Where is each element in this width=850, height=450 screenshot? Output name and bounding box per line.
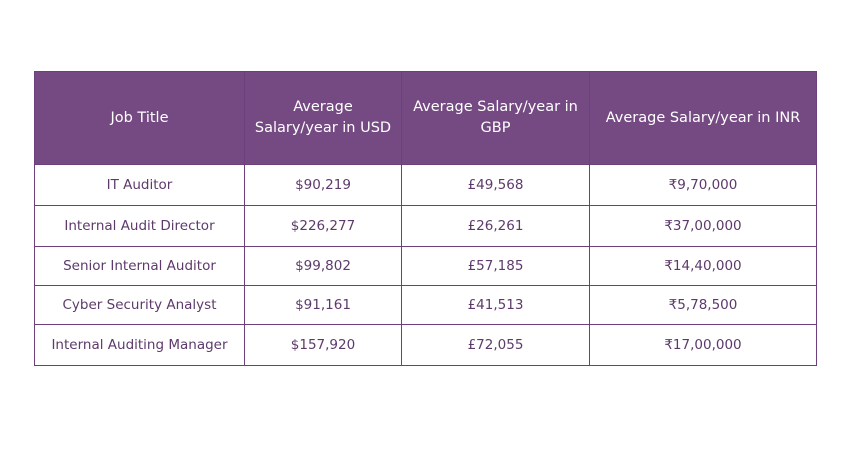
- table-cell: £41,513: [401, 285, 590, 325]
- table-cell: £26,261: [401, 205, 590, 247]
- table-cell: $226,277: [244, 205, 402, 247]
- table-cell: Internal Audit Director: [34, 205, 245, 247]
- table-row: Senior Internal Auditor $99,802 £57,185 ₹14…: [34, 246, 817, 286]
- table-cell: £72,055: [401, 324, 590, 366]
- table-cell: $91,161: [244, 285, 402, 325]
- table-cell: ₹14,40,000: [589, 246, 817, 286]
- table-cell: $99,802: [244, 246, 402, 286]
- header-row: Job Title Average Salary/year in USD Avera…: [34, 71, 817, 165]
- table-row: IT Auditor $90,219 £49,568 ₹9,70,000: [34, 164, 817, 206]
- table-row: Internal Auditing Manager $157,920 £72,055…: [34, 324, 817, 366]
- table-head: Job Title Average Salary/year in USD Avera…: [34, 71, 817, 165]
- table-cell: Cyber Security Analyst: [34, 285, 245, 325]
- table-cell: ₹37,00,000: [589, 205, 817, 247]
- table-body: IT Auditor $90,219 £49,568 ₹9,70,000 Interna…: [34, 164, 817, 366]
- table-cell: IT Auditor: [34, 164, 245, 206]
- table-cell: ₹5,78,500: [589, 285, 817, 325]
- table-row: Internal Audit Director $226,277 £26,261 ₹3…: [34, 205, 817, 247]
- table-cell: Senior Internal Auditor: [34, 246, 245, 286]
- header-cell: Average Salary/year in USD: [244, 71, 402, 165]
- table-container: Job Title Average Salary/year in USD Avera…: [34, 71, 817, 366]
- table-cell: £49,568: [401, 164, 590, 206]
- table-row: Cyber Security Analyst $91,161 £41,513 ₹5,7…: [34, 285, 817, 325]
- table-cell: ₹17,00,000: [589, 324, 817, 366]
- header-cell: Average Salary/year in GBP: [401, 71, 590, 165]
- header-cell: Average Salary/year in INR: [589, 71, 817, 165]
- table-cell: $90,219: [244, 164, 402, 206]
- table-cell: Internal Auditing Manager: [34, 324, 245, 366]
- table-cell: ₹9,70,000: [589, 164, 817, 206]
- header-cell: Job Title: [34, 71, 245, 165]
- table-cell: £57,185: [401, 246, 590, 286]
- table-cell: $157,920: [244, 324, 402, 366]
- salary-table: Job Title Average Salary/year in USD Avera…: [34, 71, 817, 366]
